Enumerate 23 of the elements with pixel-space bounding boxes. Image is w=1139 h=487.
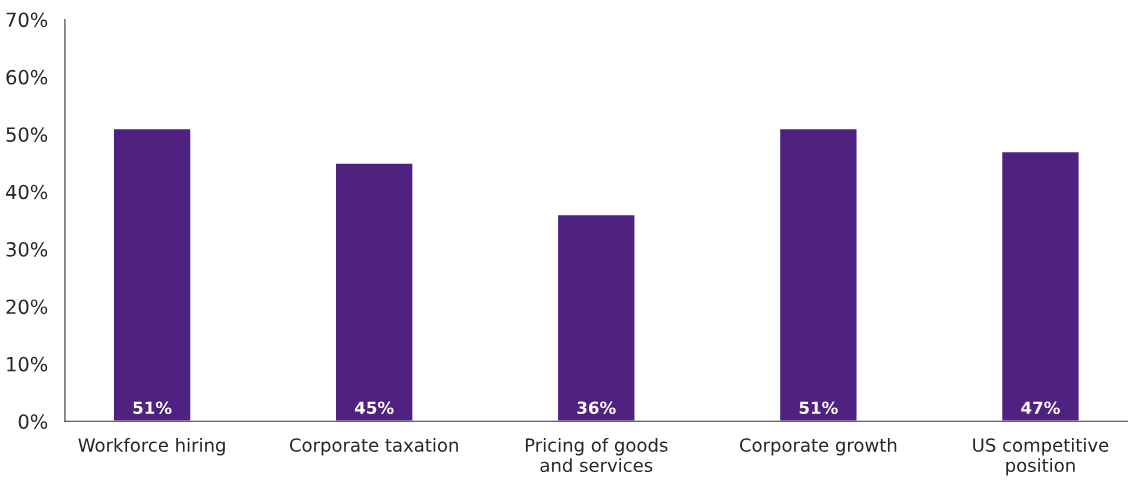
x-tick-label: Pricing of goods and services — [525, 437, 668, 473]
data-label: 51% — [799, 401, 838, 415]
x-tick-label: US competitive position — [973, 437, 1109, 476]
y-tick-label: 50% — [6, 127, 48, 142]
y-tick-label: 10% — [7, 356, 48, 372]
data-label: 47% — [1021, 401, 1060, 415]
y-tick-label: 70% — [6, 12, 48, 28]
bar — [778, 127, 858, 422]
data-label: 36% — [577, 401, 616, 415]
x-tick-label: Corporate taxation — [289, 437, 458, 456]
y-tick-label: 60% — [6, 69, 48, 85]
x-tick-label: Workforce hiring — [78, 437, 225, 456]
y-tick-label: 30% — [6, 242, 48, 257]
y-tick-label: 20% — [6, 299, 48, 315]
bar — [1000, 150, 1081, 422]
data-label: 45% — [354, 401, 394, 415]
bar — [112, 127, 192, 422]
bar — [334, 162, 414, 422]
y-tick-label: 40% — [5, 184, 48, 200]
x-tick-label: Corporate growth — [739, 437, 897, 456]
y-tick-label: 0% — [18, 414, 48, 429]
data-label: 51% — [133, 401, 172, 415]
bar — [556, 213, 636, 422]
